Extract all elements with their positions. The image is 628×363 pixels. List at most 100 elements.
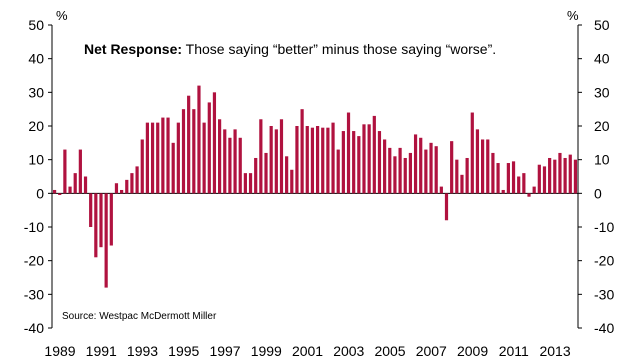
bar	[150, 122, 155, 194]
bar	[52, 189, 57, 194]
bar	[130, 173, 134, 194]
bar	[408, 152, 412, 194]
bar	[522, 173, 526, 194]
x-tick-label: 1991	[86, 343, 117, 359]
bar	[501, 189, 505, 194]
bar	[331, 122, 335, 194]
bar	[300, 109, 304, 194]
bar	[377, 131, 382, 194]
left-y-tick-label: 50	[28, 17, 44, 33]
bar	[264, 152, 268, 194]
bar	[176, 122, 180, 194]
bar	[496, 163, 500, 194]
left-y-unit: %	[56, 8, 68, 23]
bar	[388, 147, 392, 194]
bar	[109, 193, 113, 246]
bar	[83, 176, 88, 194]
bar	[243, 173, 247, 194]
right-y-tick-label: 10	[594, 152, 610, 168]
bar	[274, 129, 278, 194]
bar	[310, 127, 315, 194]
bar	[357, 136, 361, 194]
bar	[413, 134, 418, 194]
x-tick-label: 1993	[127, 343, 158, 359]
bar	[99, 193, 103, 248]
right-y-tick-label: -40	[594, 320, 614, 336]
bars	[52, 85, 578, 288]
left-y-tick-label: 20	[28, 118, 44, 134]
bar	[269, 126, 273, 194]
bar	[460, 174, 464, 194]
bar	[248, 173, 253, 194]
bar	[367, 124, 371, 194]
bar	[156, 122, 160, 194]
source-note: Source: Westpac McDermott Miller	[62, 311, 217, 322]
bar	[135, 166, 139, 194]
bar	[89, 193, 93, 227]
bar	[372, 115, 376, 194]
bar	[145, 122, 149, 194]
left-y-tick-label: -20	[24, 253, 44, 269]
bar	[429, 142, 433, 194]
left-y-tick-label: -30	[24, 286, 44, 302]
bar	[279, 119, 284, 194]
bar	[197, 85, 201, 194]
bar	[475, 129, 480, 194]
bar	[120, 189, 124, 194]
right-y-tick-label: 50	[594, 17, 610, 33]
left-y-tick-label: -10	[24, 219, 44, 235]
x-tick-label: 1989	[44, 343, 75, 359]
bar	[192, 109, 196, 194]
right-y-tick-label: 30	[594, 84, 610, 100]
bar	[321, 127, 325, 194]
bar	[481, 139, 485, 194]
bar	[444, 193, 449, 221]
x-tick-label: 2001	[292, 343, 323, 359]
x-tick-label: 2005	[374, 343, 405, 359]
bar	[517, 176, 521, 194]
bar	[166, 117, 170, 194]
x-tick-labels: 1989 1991 1993 1995 1997 1999 2001 2003 2005 2007…	[44, 343, 570, 359]
right-y-unit: %	[567, 8, 579, 23]
annotation-bold: Net Response:	[84, 41, 182, 57]
bar	[439, 186, 443, 194]
x-tick-label: 2003	[333, 343, 364, 359]
bar	[341, 131, 345, 194]
bar	[326, 127, 330, 194]
bar	[68, 186, 72, 194]
bar	[212, 92, 217, 194]
bar	[346, 112, 351, 194]
bar	[537, 164, 541, 194]
bar	[450, 141, 454, 194]
bar	[125, 179, 129, 194]
right-y-ticks: -40 -30 -20 -10 0 10 20 30 40 50	[578, 17, 614, 336]
bar	[63, 149, 67, 194]
right-y-tick-label: 40	[594, 51, 610, 67]
bar	[383, 139, 387, 194]
bar	[78, 149, 82, 194]
left-y-tick-label: 40	[28, 51, 44, 67]
right-y-tick-label: 0	[594, 185, 602, 201]
x-tick-label: 2011	[499, 343, 529, 359]
bar	[305, 126, 309, 194]
bar	[171, 142, 175, 194]
bar	[393, 156, 397, 194]
right-y-tick-label: -30	[594, 286, 614, 302]
bar	[295, 126, 299, 194]
bar	[542, 166, 547, 194]
bar	[553, 159, 557, 194]
bar	[285, 156, 289, 194]
bar	[486, 139, 490, 194]
bar	[187, 95, 191, 194]
left-y-tick-label: -40	[24, 320, 44, 336]
bar	[470, 112, 474, 194]
bar	[403, 157, 407, 194]
bar	[233, 129, 237, 194]
bar	[548, 157, 552, 194]
right-y-tick-label: -10	[594, 219, 614, 235]
annotation: Net Response: Those saying “better” minu…	[84, 41, 496, 57]
bar	[352, 131, 356, 194]
bar	[362, 124, 366, 194]
bar	[511, 161, 516, 194]
